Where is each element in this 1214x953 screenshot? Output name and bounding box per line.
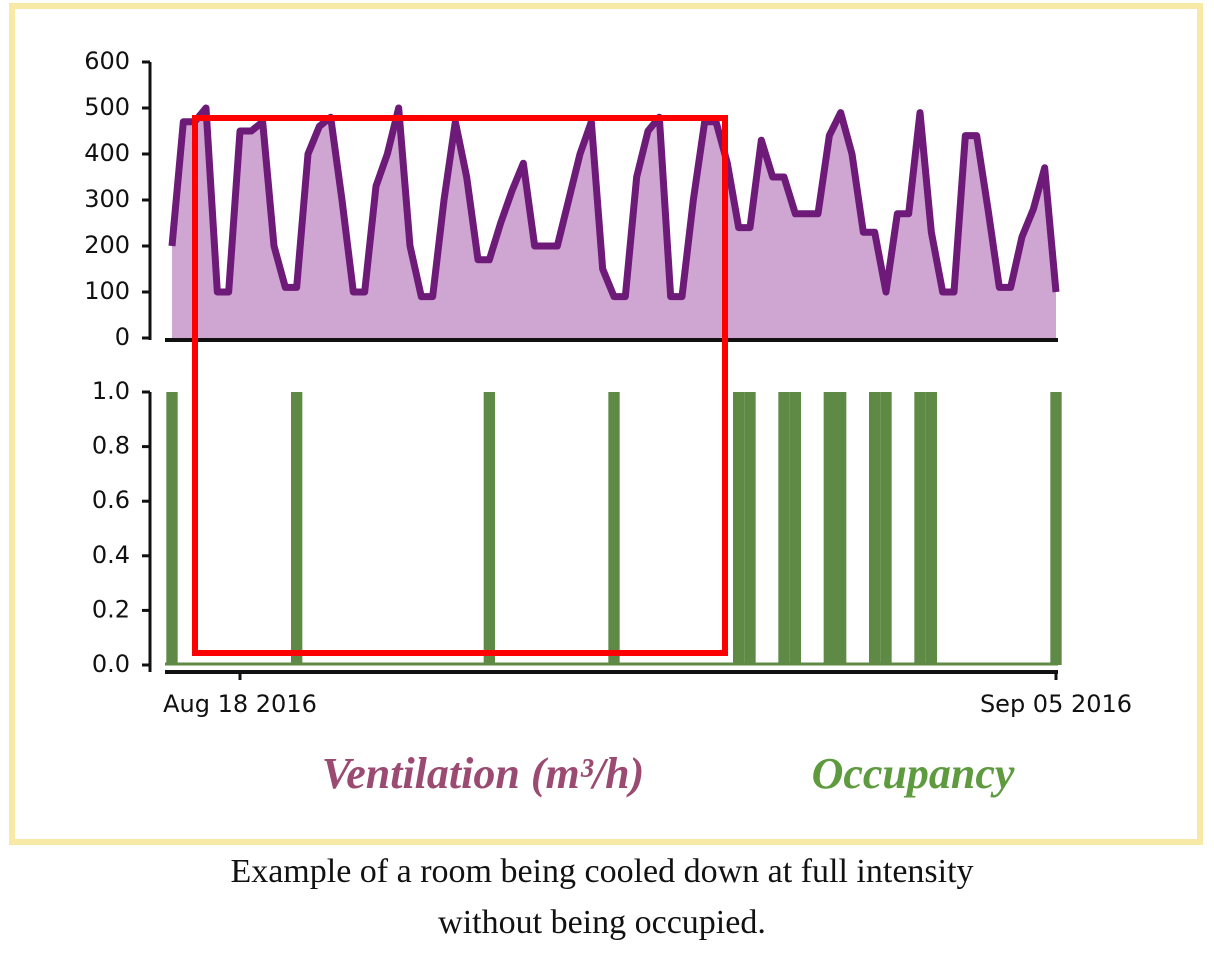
- occupancy-bar: [608, 392, 620, 665]
- y-tick-label: 400: [84, 139, 130, 167]
- y-tick-label: 500: [84, 93, 130, 121]
- occupancy-bar: [733, 392, 745, 665]
- y-tick-label: 300: [84, 185, 130, 213]
- occupancy-bar: [778, 392, 790, 665]
- caption-line: Example of a room being cooled down at f…: [230, 853, 973, 890]
- y-tick-label: 0.2: [92, 595, 130, 623]
- legend-occupancy: Occupancy: [812, 749, 1015, 798]
- occupancy-bar: [744, 392, 756, 665]
- occupancy-bar: [835, 392, 847, 665]
- occupancy-bar: [823, 392, 835, 665]
- occupancy-bar: [1050, 392, 1062, 665]
- y-tick-label: 1.0: [92, 377, 130, 405]
- area-fill: [172, 108, 1056, 338]
- legend-ventilation: Ventilation (m³/h): [322, 749, 644, 798]
- highlight-box: [192, 115, 728, 656]
- occupancy-bar: [789, 392, 801, 665]
- plots: 0 100 200 300 400 500 600 0.0 0.2 0.4 0.6 0.8 1.0 Aug…: [84, 47, 1132, 718]
- occupancy-bar: [880, 392, 892, 665]
- occupancy-bar: [925, 392, 937, 665]
- occupancy-bar: [291, 392, 303, 665]
- caption-line: without being occupied.: [438, 904, 766, 941]
- y-tick-label: 0: [115, 323, 130, 351]
- occupancy-bar: [483, 392, 495, 665]
- occupancy-bar: [869, 392, 881, 665]
- y-tick-label: 600: [84, 47, 130, 75]
- x-tick-label: Aug 18 2016: [163, 690, 317, 718]
- y-tick-label: 200: [84, 231, 130, 259]
- y-tick-label: 0.0: [92, 650, 130, 678]
- y-tick-label: 0.4: [92, 541, 130, 569]
- occupancy-bar: [914, 392, 926, 665]
- y-tick-label: 0.6: [92, 486, 130, 514]
- ventilation-line: [168, 104, 1060, 301]
- y-tick-label: 0.8: [92, 432, 130, 460]
- x-tick-label: Sep 05 2016: [980, 690, 1132, 718]
- occupancy-bar: [166, 392, 178, 665]
- y-tick-label: 100: [84, 277, 130, 305]
